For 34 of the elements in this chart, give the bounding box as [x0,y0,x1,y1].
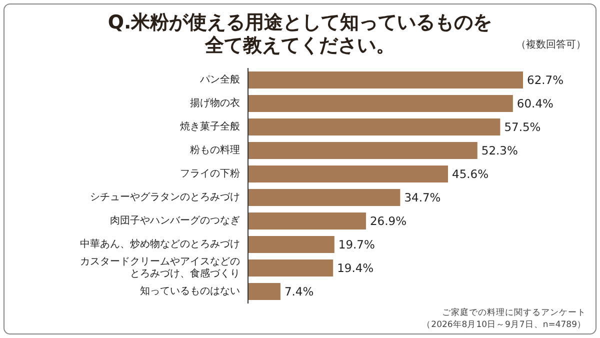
y-tick-label: 粉もの料理 [190,144,240,156]
text: （2026年8月10日～9月7日、n=4789） [422,319,586,330]
data-label: 34.7% [404,190,441,204]
bar [248,95,513,112]
data-label: 19.7% [338,238,376,252]
y-tick-label: 焼き菓子全般 [180,120,240,132]
bar [248,283,280,300]
bar [248,212,366,230]
y-tick-label: 知っているものはない [140,285,240,297]
y-tick-label: シチューやグラタンのとろみづけ [90,192,240,203]
data-label: 62.7% [527,73,564,87]
bar [248,142,478,159]
data-label: 19.4% [337,261,374,275]
chart-title: Q.米粉が使える用途として知っているものを全て教えてください。 [108,12,492,56]
y-tick-label: パン全般 [199,74,240,86]
data-label: 7.4% [284,284,314,298]
y-tick-label: 肉団子やハンバーグのつなぎ [110,216,240,226]
bar [248,72,523,88]
y-tick-label: フライの下粉 [180,168,240,180]
y-tick-label: 中華あん、炒め物などのとろみづけ [80,238,240,250]
bar [248,166,448,182]
text: ご家庭での料理に関するアンケート [442,307,586,318]
y-tick-label: カスタードクリームやアイスなどのとろみづけ、食感づくり [80,256,240,280]
bar [248,118,500,136]
y-tick-label: 揚げ物の衣 [190,97,240,109]
data-label: 57.5% [504,120,541,134]
data-label: 60.4% [516,96,554,110]
data-label: 26.9% [370,214,407,228]
bar [248,189,400,206]
bar [248,236,334,253]
bar [248,260,334,276]
text: （複数回答可） [516,38,586,50]
data-label: 45.6% [452,167,489,181]
data-label: 52.3% [481,144,518,158]
